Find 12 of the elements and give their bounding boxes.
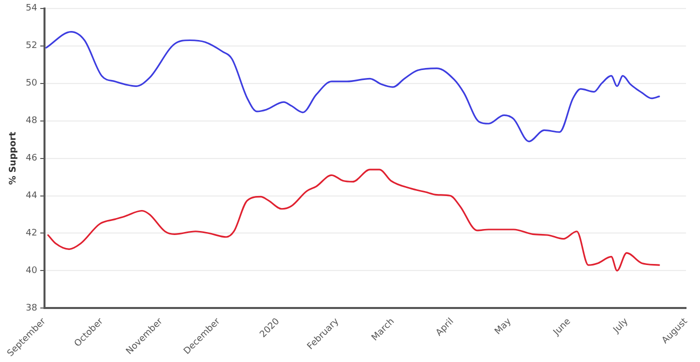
y-tick-label: 42 [26,228,38,239]
line-series [47,168,660,272]
y-tick-label: 50 [26,78,38,89]
y-tick-label: 52 [26,41,38,52]
y-tick-label: 46 [26,154,38,164]
y-tick-label: 54 [26,4,38,14]
line-series [45,31,660,142]
y-axis-title: % Support [8,131,19,185]
y-tick-label: 48 [26,116,38,126]
y-tick-label: 38 [26,304,38,314]
y-tick-label: 44 [26,191,38,202]
y-tick-label: 40 [26,266,38,276]
